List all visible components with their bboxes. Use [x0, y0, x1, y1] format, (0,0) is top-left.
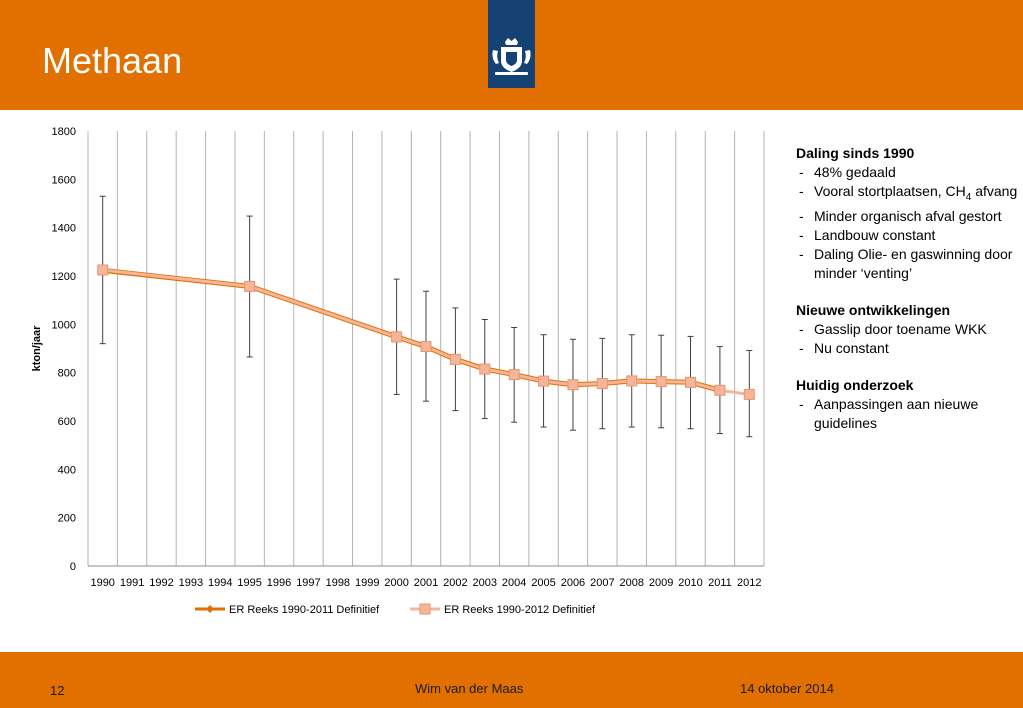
notes-list: Aanpassingen aan nieuwe guidelines: [796, 395, 1021, 433]
notes-item: Vooral stortplaatsen, CH4 afvang: [796, 182, 1021, 207]
x-tick-label: 1992: [149, 577, 173, 589]
x-tick-label: 2011: [708, 577, 732, 589]
series-2-point: [244, 280, 256, 292]
x-tick-label: 2012: [737, 577, 761, 589]
x-tick-label: 2008: [619, 577, 643, 589]
series-2-point: [626, 375, 638, 387]
series-2-point: [567, 379, 579, 391]
series-2-point: [655, 376, 667, 388]
notes-item: Aanpassingen aan nieuwe guidelines: [796, 395, 1021, 433]
series-2-point: [743, 388, 755, 400]
x-tick-label: 1998: [326, 577, 350, 589]
notes-list: 48% gedaaldVooral stortplaatsen, CH4 afv…: [796, 163, 1021, 283]
y-tick-label: 200: [58, 513, 76, 525]
notes-panel: Daling sinds 1990 48% gedaaldVooral stort…: [796, 144, 1021, 451]
x-tick-label: 2001: [414, 577, 438, 589]
y-tick-label: 0: [70, 561, 76, 573]
notes-subscript: 4: [965, 191, 972, 203]
series-2-point: [508, 369, 520, 381]
y-tick-label: 800: [58, 368, 76, 380]
x-tick-label: 2007: [590, 577, 614, 589]
series-2-point: [685, 376, 697, 388]
x-tick-label: 2006: [561, 577, 585, 589]
y-tick-label: 1000: [52, 319, 76, 331]
notes-heading: Nieuwe ontwikkelingen: [796, 301, 951, 318]
legend-marker: [206, 605, 214, 613]
x-tick-label: 2009: [649, 577, 673, 589]
x-tick-label: 1993: [179, 577, 203, 589]
legend-label: ER Reeks 1990-2012 Definitief: [444, 604, 596, 616]
notes-item: Nu constant: [796, 339, 1021, 358]
x-tick-label: 1990: [90, 577, 114, 589]
page-number: 12: [50, 683, 65, 698]
legend-marker: [419, 603, 431, 615]
x-tick-label: 1991: [120, 577, 144, 589]
series-2-point: [449, 353, 461, 365]
series-2-point: [97, 264, 109, 276]
series-2-point: [596, 378, 608, 390]
x-tick-label: 2002: [443, 577, 467, 589]
x-tick-label: 1995: [237, 577, 261, 589]
series-2-point: [714, 384, 726, 396]
y-tick-label: 1200: [52, 271, 76, 283]
slide-header: Methaan: [0, 0, 1023, 110]
y-tick-label: 1400: [52, 223, 76, 235]
methane-chart: 0 200 400 600 800 1000 1200 1400 1600 1800 1990 199…: [31, 126, 765, 616]
y-axis-label: kton/jaar: [31, 325, 43, 372]
series-2-point: [391, 331, 403, 343]
y-tick-label: 600: [58, 416, 76, 428]
notes-heading: Huidig onderzoek: [796, 376, 914, 393]
y-tick-label: 1600: [52, 174, 76, 186]
series-2-point: [479, 363, 491, 375]
notes-item: Landbouw constant: [796, 226, 1021, 245]
x-tick-label: 1997: [296, 577, 320, 589]
y-tick-label: 1800: [52, 126, 76, 138]
notes-item: Minder organisch afval gestort: [796, 207, 1021, 226]
notes-item: Gasslip door toename WKK: [796, 320, 1021, 339]
notes-item: 48% gedaald: [796, 163, 1021, 182]
x-tick-label: 2010: [678, 577, 702, 589]
x-tick-label: 2004: [502, 577, 526, 589]
presentation-date: 14 oktober 2014: [740, 681, 834, 696]
x-tick-label: 2003: [473, 577, 497, 589]
x-tick-label: 1999: [355, 577, 379, 589]
x-tick-label: 1996: [267, 577, 291, 589]
y-tick-label: 400: [58, 464, 76, 476]
author-name: Wim van der Maas: [415, 681, 524, 696]
legend-label: ER Reeks 1990-2011 Definitief: [229, 604, 380, 616]
slide-title: Methaan: [42, 40, 183, 81]
x-tick-label: 2000: [384, 577, 408, 589]
notes-heading: Daling sinds 1990: [796, 145, 915, 161]
notes-list: Gasslip door toename WKKNu constant: [796, 320, 1021, 358]
series-2-point: [538, 375, 550, 387]
slide-footer: 12 Wim van der Maas 14 oktober 2014: [0, 652, 1023, 708]
notes-item: Daling Olie- en gaswinning door minder ‘…: [796, 245, 1021, 283]
series-2-point: [420, 341, 432, 353]
coat-of-arms-logo: [488, 0, 535, 88]
x-tick-label: 2005: [531, 577, 555, 589]
x-tick-label: 1994: [208, 577, 232, 589]
